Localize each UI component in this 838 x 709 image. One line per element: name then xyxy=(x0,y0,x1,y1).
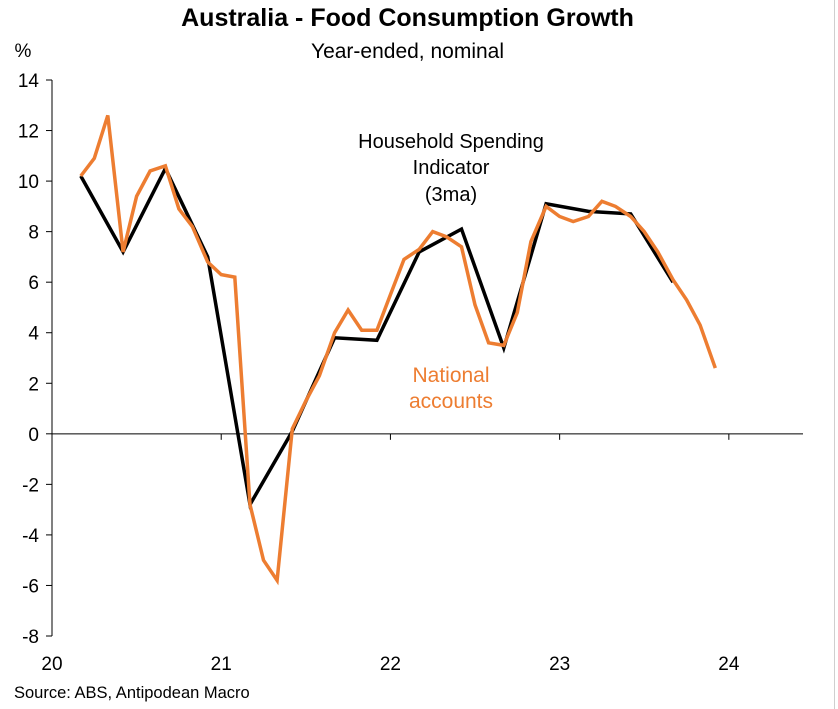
y-tick-label: 14 xyxy=(18,71,40,92)
hsi-series-label: Indicator xyxy=(413,157,490,179)
series-labels: Household Spending Indicator (3ma) National… xyxy=(358,131,544,413)
y-axis-unit-label: % xyxy=(15,41,32,62)
x-tick-label: 22 xyxy=(380,654,401,675)
y-tick-label: 12 xyxy=(18,122,39,143)
national-accounts-series-line xyxy=(79,114,717,586)
y-tick-label: -2 xyxy=(22,475,39,496)
hsi-series-label: Household Spending xyxy=(358,131,544,153)
y-tick-label: -8 xyxy=(22,627,39,648)
y-tick-label: 4 xyxy=(28,324,39,345)
national-accounts-series-label: National xyxy=(412,364,489,387)
right-border xyxy=(834,0,835,709)
x-tick-label: 20 xyxy=(41,654,62,675)
y-tick-label: -4 xyxy=(22,526,39,547)
chart-title: Australia - Food Consumption Growth xyxy=(181,4,634,32)
x-tick-label: 21 xyxy=(211,654,232,675)
y-tick-label: 0 xyxy=(28,425,39,446)
y-tick-label: 6 xyxy=(28,273,39,294)
x-tick-label: 23 xyxy=(549,654,570,675)
y-tick-label: 8 xyxy=(28,223,39,244)
y-tick-label: 10 xyxy=(18,172,39,193)
x-tick-label: 24 xyxy=(718,654,740,675)
hsi-series-label: (3ma) xyxy=(425,184,477,206)
national-accounts-series-label: accounts xyxy=(409,390,493,413)
source-note: Source: ABS, Antipodean Macro xyxy=(14,684,250,702)
y-tick-label: -6 xyxy=(22,576,39,597)
chart-subtitle: Year-ended, nominal xyxy=(310,40,505,63)
y-tick-label: 2 xyxy=(28,374,39,395)
series-layer xyxy=(79,114,717,586)
hsi-series-line xyxy=(79,164,675,510)
